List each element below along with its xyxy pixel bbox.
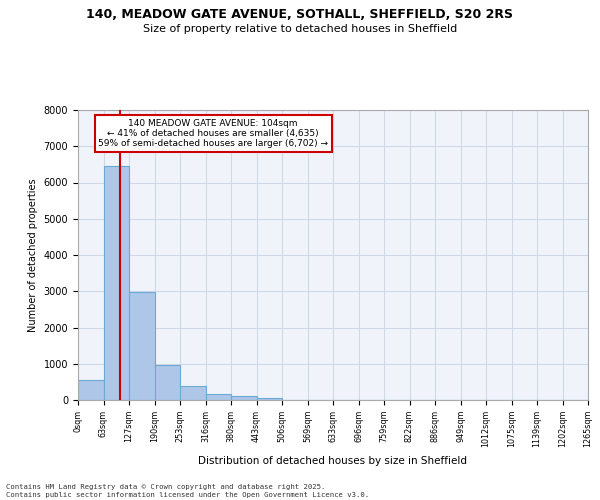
Bar	[205, 394, 231, 400]
Text: Contains HM Land Registry data © Crown copyright and database right 2025.
Contai: Contains HM Land Registry data © Crown c…	[6, 484, 369, 498]
Bar	[180, 386, 205, 400]
Text: Size of property relative to detached houses in Sheffield: Size of property relative to detached ho…	[143, 24, 457, 34]
Bar	[78, 380, 104, 400]
Bar	[129, 292, 155, 400]
Bar	[257, 398, 282, 400]
Bar	[155, 365, 180, 400]
Text: 140 MEADOW GATE AVENUE: 104sqm
← 41% of detached houses are smaller (4,635)
59% : 140 MEADOW GATE AVENUE: 104sqm ← 41% of …	[98, 118, 328, 148]
Y-axis label: Number of detached properties: Number of detached properties	[28, 178, 38, 332]
X-axis label: Distribution of detached houses by size in Sheffield: Distribution of detached houses by size …	[199, 456, 467, 466]
Text: 140, MEADOW GATE AVENUE, SOTHALL, SHEFFIELD, S20 2RS: 140, MEADOW GATE AVENUE, SOTHALL, SHEFFI…	[86, 8, 514, 20]
Bar	[231, 396, 257, 400]
Bar	[104, 166, 129, 400]
